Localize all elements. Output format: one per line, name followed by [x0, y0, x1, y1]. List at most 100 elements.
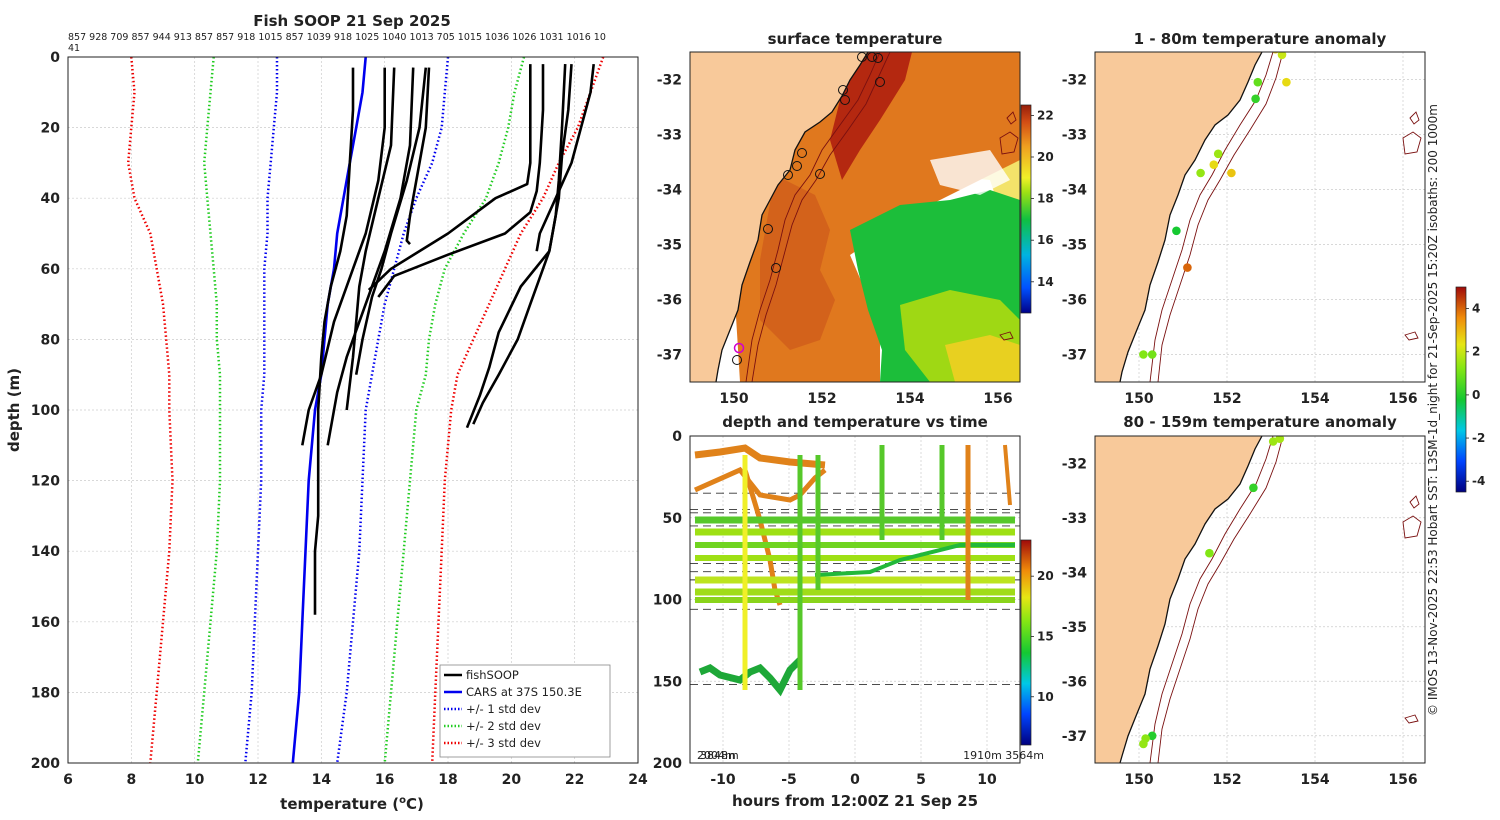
profile-xtick-label: 12: [248, 772, 267, 788]
profile-ytick-label: 120: [31, 474, 60, 490]
profile-top-labels-line1: 857 928 709 857 944 913 857 857 918 1015…: [68, 32, 606, 43]
profile-ytick-label: 20: [41, 121, 61, 137]
time-ytick-label: 200: [653, 756, 682, 772]
time-colorbar-ticks: 10 15 20: [1031, 569, 1054, 704]
profile-ytick-label: 40: [41, 191, 61, 207]
sst-station-marker: [838, 85, 848, 95]
map-ytick-label: -35: [1062, 620, 1087, 636]
profile-xtick-label: 22: [565, 772, 584, 788]
map-ytick-label: -35: [1062, 238, 1087, 254]
time-track-darkgreen: [814, 543, 1015, 577]
anomaly-point: [1183, 263, 1192, 272]
map-ytick-label: -32: [1062, 456, 1087, 472]
map-xtick-label: 156: [1388, 391, 1417, 407]
sst-eac-core: [830, 52, 912, 180]
anomaly-upper-ticks: 150 152 154 156 -32 -33 -34 -35 -36 -37: [1062, 73, 1418, 408]
anomaly-lower-lord-howe: [1402, 495, 1422, 724]
sst-station-marker: [815, 169, 825, 179]
map-ytick-label: -32: [657, 73, 682, 89]
map-xtick-label: 150: [1124, 772, 1153, 788]
time-panel-title: depth and temperature vs time: [722, 413, 988, 431]
anomaly-point: [1172, 226, 1181, 236]
sst-yellow-patch: [945, 335, 1020, 382]
colorbar-tick-label: 18: [1037, 192, 1054, 206]
sst-map-panel: surface temperature: [657, 30, 1054, 407]
anomaly-point: [1205, 548, 1214, 558]
profile-line-fishsoop: [354, 67, 428, 375]
time-xtick-label: -5: [781, 772, 797, 788]
anomaly-upper-lord-howe: [1402, 111, 1422, 341]
profile-xtick-label: 24: [628, 772, 648, 788]
anomaly-upper-isobath-1000: [1157, 52, 1284, 382]
time-panel: depth and temperature vs time: [653, 413, 1054, 810]
time-corner-label-left2: 3848m: [700, 749, 739, 762]
colorbar-tick-label: 2: [1472, 345, 1480, 359]
profile-line--3-std: [430, 56, 605, 764]
time-track-warm: [694, 444, 826, 469]
colorbar-tick-label: 10: [1037, 690, 1054, 704]
map-xtick-label: 152: [1212, 772, 1241, 788]
profile-xtick-label: 6: [63, 772, 73, 788]
legend-label-cars: CARS at 37S 150.3E: [466, 685, 582, 699]
profile-ylabel: depth (m): [5, 368, 23, 452]
side-caption: © IMOS 13-Nov-2025 22:53 Hobart SST: L3S…: [1426, 104, 1440, 716]
map-xtick-label: 152: [807, 391, 836, 407]
colorbar-tick-label: 15: [1037, 629, 1054, 643]
sst-colorbar-ticks: 14 16 18 20 22: [1031, 108, 1054, 289]
sst-station-marker: [873, 53, 883, 63]
colorbar-tick-label: 4: [1472, 302, 1480, 316]
profile-ticks: 6 8 10 12 14 16 18 20 22 24 0 20 40 60 80 100 120 140 160 1…: [31, 50, 648, 788]
profile-line-fishsoop: [326, 67, 415, 446]
colorbar-tick-label: 20: [1037, 569, 1054, 583]
profile-line-fishsoop: [535, 63, 595, 252]
anomaly-point: [1139, 350, 1148, 359]
time-track-deep: [698, 657, 803, 697]
profile-ytick-label: 60: [41, 262, 61, 278]
colorbar-tick-label: -4: [1472, 474, 1485, 488]
time-xtick-label: 5: [916, 772, 926, 788]
anomaly-lower-content: [1095, 436, 1425, 763]
colorbar-tick-label: 14: [1037, 275, 1054, 289]
map-ytick-label: -33: [1062, 511, 1087, 527]
map-ytick-label: -37: [1062, 729, 1087, 745]
profile-ytick-label: 180: [31, 685, 60, 701]
profile-ytick-label: 0: [50, 50, 60, 66]
anomaly-map-lower: 80 - 159m temperature anomaly 150 152 154 1…: [1062, 413, 1426, 788]
anomaly-upper-coastline: [1119, 52, 1263, 382]
time-track-warm: [742, 469, 783, 606]
time-frame: [689, 435, 1021, 764]
anomaly-point: [1253, 77, 1263, 87]
anomaly-point: [1213, 149, 1223, 159]
anomaly-lower-coastline: [1119, 436, 1263, 763]
anomaly-point: [1147, 350, 1157, 359]
sst-station-marker: [840, 95, 850, 105]
sst-map-title: surface temperature: [768, 30, 943, 48]
legend-label-std2: +/- 2 std dev: [466, 719, 541, 733]
anomaly-lower-isobath-1000: [1157, 436, 1284, 763]
profile-ytick-label: 140: [31, 544, 60, 560]
anomaly-point: [1277, 52, 1287, 60]
map-ytick-label: -36: [657, 293, 682, 309]
map-ytick-label: -34: [657, 183, 683, 199]
anomaly-point: [1249, 483, 1258, 493]
sst-map-frame: [689, 51, 1021, 383]
colorbar-tick-label: 20: [1037, 150, 1054, 164]
profile-series-layer: [126, 56, 605, 764]
map-ytick-label: -33: [657, 128, 682, 144]
anomaly-lower-ticks: 150 152 154 156 -32 -33 -34 -35 -36 -37: [1062, 456, 1418, 788]
legend-label-fishsoop: fishSOOP: [466, 668, 519, 682]
profile-line-fishsoop: [405, 67, 431, 245]
sst-land-australia: [690, 52, 868, 382]
map-xtick-label: 150: [719, 391, 748, 407]
profile-line-fishsoop: [377, 64, 545, 298]
time-corner-label-right: 1910m 3564m: [963, 749, 1044, 762]
profile-ytick-label: 100: [31, 403, 60, 419]
legend-label-std1: +/- 1 std dev: [466, 702, 541, 716]
time-xtick-label: -10: [710, 772, 736, 788]
sst-station-marker: [771, 263, 781, 273]
time-ytick-label: 0: [672, 429, 682, 445]
sst-station-marker: [797, 148, 807, 158]
anomaly-colorbar-ticks: 4 2 0 -2 -4: [1466, 302, 1485, 488]
